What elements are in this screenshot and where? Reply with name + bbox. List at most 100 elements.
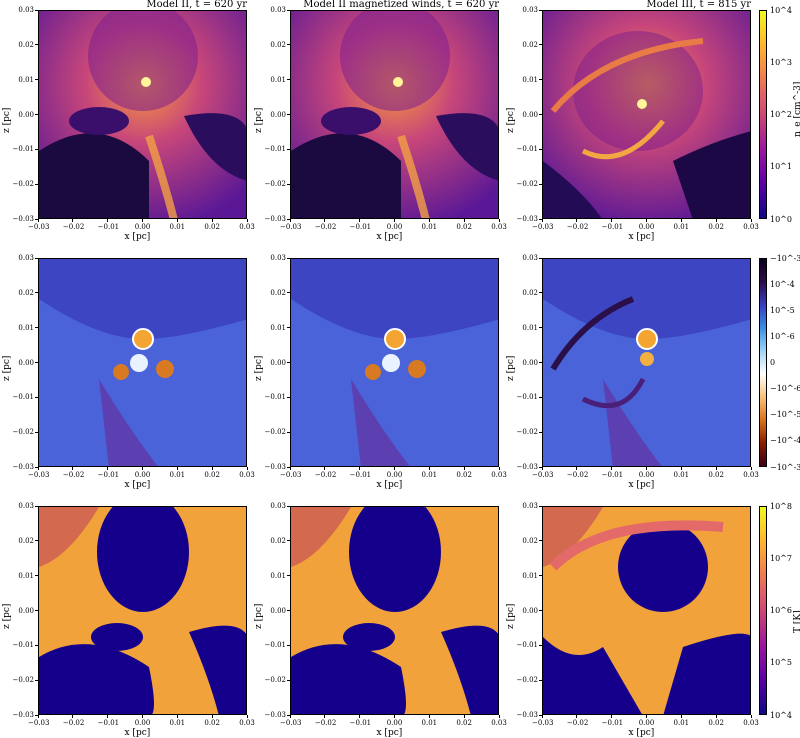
y-tick-label: 0.03 xyxy=(18,254,34,262)
y-tick-label: 0.03 xyxy=(522,502,538,510)
y-tick-mark xyxy=(539,362,542,363)
x-tick-mark xyxy=(541,715,543,718)
x-tick-mark xyxy=(289,715,291,718)
y-axis-label: z [pc] xyxy=(254,355,264,381)
x-tick-label: 0.00 xyxy=(134,223,151,231)
y-tick-label: −0.02 xyxy=(264,676,286,685)
x-tick-mark xyxy=(142,715,143,718)
colorbar-tick-label: 10^1 xyxy=(770,162,792,172)
y-tick-mark xyxy=(539,114,542,115)
panel-title-1: Model II, t = 620 yr xyxy=(146,0,247,10)
x-axis-label: x [pc] xyxy=(376,480,403,490)
y-tick-label: 0.03 xyxy=(522,254,538,262)
y-tick-mark xyxy=(539,257,542,259)
y-tick-mark xyxy=(287,575,290,577)
panel-title-2: Model II magnetized winds, t = 620 yr xyxy=(303,0,499,10)
y-tick-label: 0.01 xyxy=(270,323,286,332)
y-tick-label: −0.01 xyxy=(516,641,538,650)
y-tick-mark xyxy=(35,644,38,646)
y-tick-mark xyxy=(539,79,542,81)
y-tick-mark xyxy=(35,714,38,716)
x-tick-mark xyxy=(715,467,717,470)
y-tick-label: 0.00 xyxy=(18,606,34,615)
y-tick-mark xyxy=(287,9,290,11)
x-tick-label: −0.01 xyxy=(349,471,372,479)
colorbar-tick-label: 10^4 xyxy=(770,710,792,720)
x-tick-label: 0.03 xyxy=(239,719,255,727)
y-tick-mark xyxy=(539,540,542,542)
y-tick-label: 0.02 xyxy=(522,40,538,49)
y-tick-label: 0.03 xyxy=(18,502,34,510)
y-tick-label: 0.01 xyxy=(18,571,34,580)
colorbar-2 xyxy=(759,258,767,467)
y-tick-mark xyxy=(539,9,542,11)
x-tick-label: 0.02 xyxy=(456,223,472,231)
x-tick-label: −0.02 xyxy=(62,719,85,727)
x-tick-label: −0.03 xyxy=(28,719,50,727)
y-tick-mark xyxy=(287,257,290,259)
y-axis-label: z [pc] xyxy=(506,107,516,133)
x-tick-label: −0.02 xyxy=(62,223,85,231)
map-image xyxy=(543,11,750,218)
y-tick-mark xyxy=(35,466,38,468)
x-tick-mark xyxy=(576,715,578,718)
map-image xyxy=(291,11,498,218)
y-tick-label: −0.03 xyxy=(12,463,34,471)
y-tick-label: 0.03 xyxy=(270,502,286,510)
x-tick-mark xyxy=(211,219,213,222)
y-tick-mark xyxy=(287,114,290,115)
x-tick-label: 0.00 xyxy=(638,223,655,231)
x-axis-label: x [pc] xyxy=(124,728,151,738)
y-tick-mark xyxy=(287,610,290,611)
colorbar-tick-label: 10^6 xyxy=(770,606,792,615)
x-tick-mark xyxy=(576,219,578,222)
x-tick-label: −0.02 xyxy=(62,471,85,479)
y-tick-mark xyxy=(539,575,542,577)
x-axis-label: x [pc] xyxy=(376,728,403,738)
y-tick-label: 0.02 xyxy=(522,288,538,297)
y-tick-mark xyxy=(35,183,38,185)
x-tick-mark xyxy=(715,715,717,718)
y-tick-label: 0.03 xyxy=(522,6,538,14)
x-tick-label: 0.02 xyxy=(204,223,220,231)
x-tick-label: 0.03 xyxy=(743,471,759,479)
y-tick-label: 0.01 xyxy=(270,75,286,84)
y-tick-mark xyxy=(539,218,542,220)
x-tick-label: 0.03 xyxy=(743,223,759,231)
y-tick-mark xyxy=(35,114,38,115)
x-tick-mark xyxy=(750,715,752,718)
y-tick-mark xyxy=(287,218,290,220)
x-tick-label: 0.01 xyxy=(421,719,438,727)
x-tick-mark xyxy=(498,467,500,470)
y-tick-label: −0.03 xyxy=(516,215,538,223)
y-tick-label: 0.01 xyxy=(522,323,538,332)
colorbar-tick-label: 10^8 xyxy=(770,501,792,511)
map-image xyxy=(543,259,750,466)
x-axis-label: x [pc] xyxy=(628,480,655,490)
y-tick-label: 0.02 xyxy=(270,288,286,297)
x-tick-label: −0.02 xyxy=(314,719,337,727)
y-tick-label: −0.02 xyxy=(12,676,34,685)
y-tick-mark xyxy=(35,257,38,259)
x-tick-mark xyxy=(107,467,109,470)
x-tick-label: −0.03 xyxy=(28,223,50,231)
y-tick-label: 0.01 xyxy=(18,75,34,84)
y-tick-label: 0.00 xyxy=(18,358,34,367)
y-tick-label: 0.00 xyxy=(522,358,538,367)
x-tick-mark xyxy=(428,715,430,718)
panel-title-3: Model III, t = 815 yr xyxy=(646,0,751,10)
y-tick-label: 0.00 xyxy=(18,110,34,119)
x-tick-mark xyxy=(394,467,395,470)
y-tick-mark xyxy=(539,466,542,468)
y-tick-label: 0.02 xyxy=(18,536,34,545)
x-tick-label: 0.03 xyxy=(239,223,255,231)
x-tick-label: −0.01 xyxy=(97,471,120,479)
map-panel-r3-c1 xyxy=(38,506,247,715)
y-tick-mark xyxy=(287,679,290,681)
y-tick-label: −0.02 xyxy=(12,428,34,437)
y-tick-label: −0.02 xyxy=(12,180,34,189)
x-tick-mark xyxy=(611,467,613,470)
map-image xyxy=(543,507,750,714)
y-tick-mark xyxy=(539,644,542,646)
y-tick-mark xyxy=(35,44,38,46)
